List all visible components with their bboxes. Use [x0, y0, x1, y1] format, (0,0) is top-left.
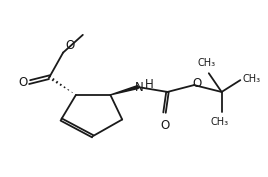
Text: O: O: [65, 39, 75, 52]
Text: O: O: [160, 119, 169, 132]
Text: CH₃: CH₃: [198, 58, 216, 68]
Text: O: O: [192, 77, 202, 90]
Polygon shape: [110, 86, 138, 95]
Text: CH₃: CH₃: [211, 116, 229, 127]
Text: N: N: [135, 81, 143, 93]
Text: O: O: [18, 76, 27, 89]
Text: CH₃: CH₃: [242, 74, 260, 84]
Text: H: H: [145, 78, 154, 91]
